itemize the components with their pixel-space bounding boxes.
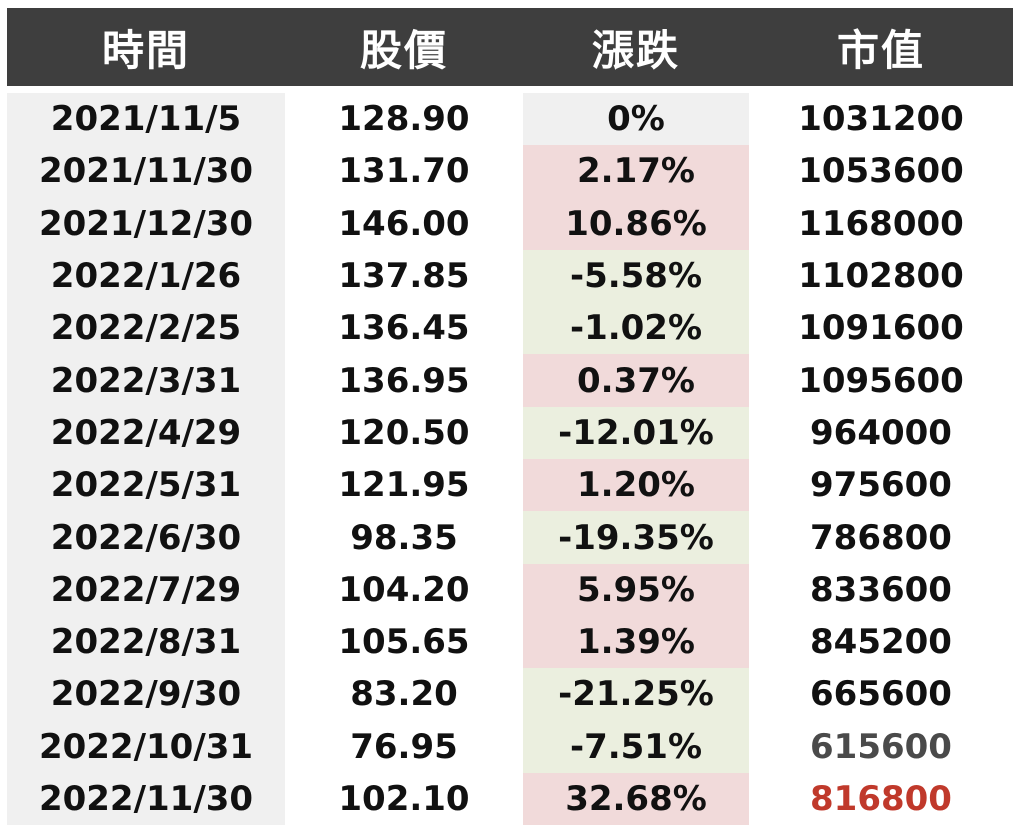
change-cell: 1.39% (523, 615, 749, 669)
table-row: 2021/11/5 128.90 0% 1031200 (7, 93, 1013, 146)
date-cell: 2022/2/25 (7, 302, 285, 355)
change-cell: -21.25% (523, 668, 749, 721)
price-cell: 128.90 (285, 93, 523, 146)
change-cell: 1.20% (523, 459, 749, 512)
date-cell: 2021/11/5 (7, 93, 285, 146)
change-cell: 5.95% (523, 563, 749, 616)
table-row: 2022/2/25 136.45 -1.02% 1091600 (7, 302, 1013, 355)
price-cell: 102.10 (285, 772, 523, 826)
date-cell: 2022/9/30 (7, 668, 285, 721)
table-row: 2022/10/31 76.95 -7.51% 615600 (7, 720, 1013, 773)
market-value-cell: 816800 (749, 772, 1013, 826)
market-value-cell: 964000 (749, 406, 1013, 460)
date-cell: 2022/5/31 (7, 459, 285, 512)
header-market-value: 市值 (836, 25, 925, 75)
market-value-cell: 833600 (749, 563, 1013, 616)
market-value-cell: 1091600 (749, 302, 1013, 355)
market-value-cell: 1168000 (749, 197, 1013, 250)
date-cell: 2021/11/30 (7, 145, 285, 198)
change-cell: -7.51% (523, 720, 749, 773)
table-row: 2022/3/31 136.95 0.37% 1095600 (7, 354, 1013, 407)
table-row: 2022/8/31 105.65 1.39% 845200 (7, 615, 1013, 669)
date-cell: 2022/7/29 (7, 563, 285, 616)
market-value-cell: 975600 (749, 459, 1013, 512)
change-cell: -5.58% (523, 249, 749, 303)
table-row: 2022/1/26 137.85 -5.58% 1102800 (7, 249, 1013, 303)
price-cell: 131.70 (285, 145, 523, 198)
price-cell: 136.95 (285, 354, 523, 407)
table-row: 2022/11/30 102.10 32.68% 816800 (7, 772, 1013, 826)
change-cell: -1.02% (523, 302, 749, 355)
change-cell: 10.86% (523, 197, 749, 250)
market-value-cell: 1053600 (749, 145, 1013, 198)
header-time: 時間 (101, 25, 190, 75)
price-cell: 105.65 (285, 615, 523, 669)
table-row: 2022/5/31 121.95 1.20% 975600 (7, 459, 1013, 512)
date-cell: 2022/3/31 (7, 354, 285, 407)
price-cell: 146.00 (285, 197, 523, 250)
table-row: 2021/11/30 131.70 2.17% 1053600 (7, 145, 1013, 198)
date-cell: 2022/1/26 (7, 249, 285, 303)
market-value-cell: 665600 (749, 668, 1013, 721)
stock-table: 時間 股價 漲跌 市值 2021/11/5 128.90 0% 1031200 2021… (7, 8, 1013, 826)
date-cell: 2022/4/29 (7, 406, 285, 460)
date-cell: 2022/11/30 (7, 772, 285, 826)
date-cell: 2022/6/30 (7, 511, 285, 564)
table-row: 2021/12/30 146.00 10.86% 1168000 (7, 197, 1013, 250)
table-row: 2022/7/29 104.20 5.95% 833600 (7, 563, 1013, 616)
price-cell: 98.35 (285, 511, 523, 564)
market-value-cell: 786800 (749, 511, 1013, 564)
date-cell: 2022/8/31 (7, 615, 285, 669)
price-cell: 121.95 (285, 459, 523, 512)
change-cell: 0% (523, 93, 749, 146)
change-cell: 2.17% (523, 145, 749, 198)
change-cell: 0.37% (523, 354, 749, 407)
market-value-cell: 845200 (749, 615, 1013, 669)
change-cell: 32.68% (523, 772, 749, 826)
price-cell: 137.85 (285, 249, 523, 303)
market-value-cell: 615600 (749, 720, 1013, 773)
price-cell: 76.95 (285, 720, 523, 773)
market-value-cell: 1095600 (749, 354, 1013, 407)
price-cell: 136.45 (285, 302, 523, 355)
market-value-cell: 1102800 (749, 249, 1013, 303)
market-value-cell: 1031200 (749, 93, 1013, 146)
price-cell: 104.20 (285, 563, 523, 616)
header-price: 股價 (359, 25, 448, 75)
header-change: 漲跌 (591, 25, 680, 75)
table-body: 2021/11/5 128.90 0% 1031200 2021/11/30 131.70… (7, 93, 1013, 826)
price-cell: 83.20 (285, 668, 523, 721)
date-cell: 2021/12/30 (7, 197, 285, 250)
table-row: 2022/4/29 120.50 -12.01% 964000 (7, 406, 1013, 460)
table-header: 時間 股價 漲跌 市值 (7, 8, 1013, 86)
table-row: 2022/6/30 98.35 -19.35% 786800 (7, 511, 1013, 564)
table-row: 2022/9/30 83.20 -21.25% 665600 (7, 668, 1013, 721)
change-cell: -19.35% (523, 511, 749, 564)
price-cell: 120.50 (285, 406, 523, 460)
date-cell: 2022/10/31 (7, 720, 285, 773)
change-cell: -12.01% (523, 406, 749, 460)
